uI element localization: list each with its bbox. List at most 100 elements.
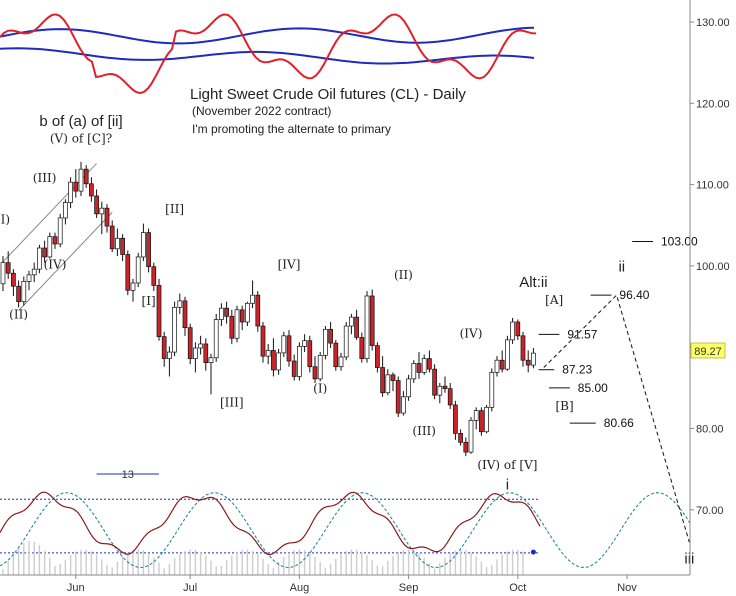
- candle-down: [5, 262, 11, 274]
- candle-down: [260, 325, 266, 357]
- candle-down: [182, 300, 188, 329]
- axes: [0, 0, 691, 576]
- x-tick-label: Nov: [617, 582, 637, 594]
- projection-path: [543, 294, 690, 543]
- candle-down: [224, 307, 229, 317]
- candle-down: [125, 254, 131, 291]
- candle-up: [177, 300, 183, 308]
- candle-down: [94, 195, 99, 215]
- candle-up: [276, 352, 281, 371]
- level-label: 103.00: [661, 235, 698, 249]
- wave-labels: b of (a) of [ii](V) of [C]? (III) (I) (IV) (…: [0, 113, 694, 567]
- candle-up: [213, 319, 219, 359]
- cycle-curve: [0, 492, 691, 569]
- wave-label: (IV) of [V]: [477, 458, 537, 472]
- candle-down: [520, 335, 526, 361]
- y-tick-label: 110.00: [696, 180, 729, 192]
- candles: [0, 161, 536, 457]
- candle-down: [109, 225, 115, 250]
- candle-up: [47, 236, 53, 258]
- chart-subtitle: (November 2022 contract): [192, 104, 331, 118]
- level-label: 87.23: [562, 363, 592, 377]
- candle-up: [297, 346, 302, 377]
- level-label: 80.66: [604, 416, 634, 430]
- candle-down: [11, 272, 16, 287]
- candle-up: [26, 274, 32, 282]
- x-tick-label: Jun: [67, 582, 85, 594]
- upper-indicator: [0, 13, 537, 95]
- candle-up: [198, 343, 203, 349]
- level-label: 85.00: [578, 381, 608, 395]
- candle-down: [416, 363, 422, 373]
- candle-up: [63, 202, 68, 219]
- wave-label: [A]: [545, 293, 563, 307]
- candle-down: [380, 367, 385, 394]
- oscillator-line: [0, 491, 541, 556]
- candle-down: [390, 374, 396, 381]
- candle-up: [349, 316, 354, 327]
- wave-label: (I): [0, 213, 10, 227]
- indicator-red-line: [0, 13, 537, 95]
- cycle-marker-label: 13: [122, 469, 134, 481]
- candle-up: [31, 268, 37, 276]
- indicator-band-line: [0, 26, 535, 45]
- candle-up: [130, 282, 136, 291]
- candle-up: [302, 340, 307, 347]
- candle-down: [375, 345, 380, 368]
- candle-up: [421, 358, 427, 373]
- candle-down: [187, 327, 193, 359]
- wave-label: (IV): [44, 257, 67, 271]
- candle-up: [135, 256, 141, 284]
- candle-down: [229, 315, 235, 339]
- candle-up: [57, 217, 63, 245]
- wave-label: b of (a) of [ii]: [39, 113, 122, 130]
- oscillator-marker: [530, 549, 536, 555]
- candle-down: [432, 368, 437, 396]
- wave-label: (II): [9, 308, 28, 322]
- candle-up: [385, 374, 391, 394]
- candle-down: [42, 247, 47, 258]
- wave-label: [III]: [220, 396, 244, 410]
- candle-down: [104, 207, 110, 227]
- channel-line: [18, 211, 113, 311]
- candle-up: [437, 385, 443, 396]
- wave-label: (V) of [C]?: [50, 131, 112, 145]
- candle-down: [271, 350, 276, 371]
- candle-down: [463, 441, 469, 453]
- candle-up: [473, 410, 479, 421]
- y-tick-label: 130.00: [696, 17, 730, 29]
- candle-down: [255, 294, 261, 327]
- candle-up: [510, 321, 515, 341]
- candle-down: [515, 321, 521, 337]
- candle-down: [354, 316, 359, 338]
- last-price-label: 89.27: [694, 346, 722, 358]
- candle-down: [146, 232, 151, 268]
- y-tick-label: 100.00: [696, 261, 730, 273]
- wave-label: (II): [394, 268, 413, 282]
- candle-up: [167, 351, 172, 359]
- candle-down: [291, 360, 297, 377]
- candle-up: [531, 352, 536, 366]
- candle-down: [307, 340, 313, 368]
- candle-up: [68, 181, 73, 203]
- candle-down: [151, 266, 157, 286]
- candle-down: [203, 343, 209, 363]
- candle-down: [447, 388, 453, 406]
- wave-label: (III): [33, 171, 57, 185]
- candle-up: [0, 262, 6, 285]
- wave-label: [IV]: [278, 257, 301, 271]
- candle-down: [73, 181, 79, 192]
- candle-down: [359, 337, 365, 359]
- x-tick-label: Aug: [290, 582, 310, 594]
- wave-label: iii: [684, 550, 694, 567]
- candle-down: [479, 410, 484, 433]
- candle-up: [250, 294, 255, 304]
- indicator-band-line: [0, 47, 535, 65]
- candle-down: [369, 295, 375, 346]
- candle-up: [208, 357, 214, 363]
- candle-down: [120, 237, 125, 255]
- candle-down: [286, 335, 292, 362]
- wave-label: ii: [618, 259, 625, 276]
